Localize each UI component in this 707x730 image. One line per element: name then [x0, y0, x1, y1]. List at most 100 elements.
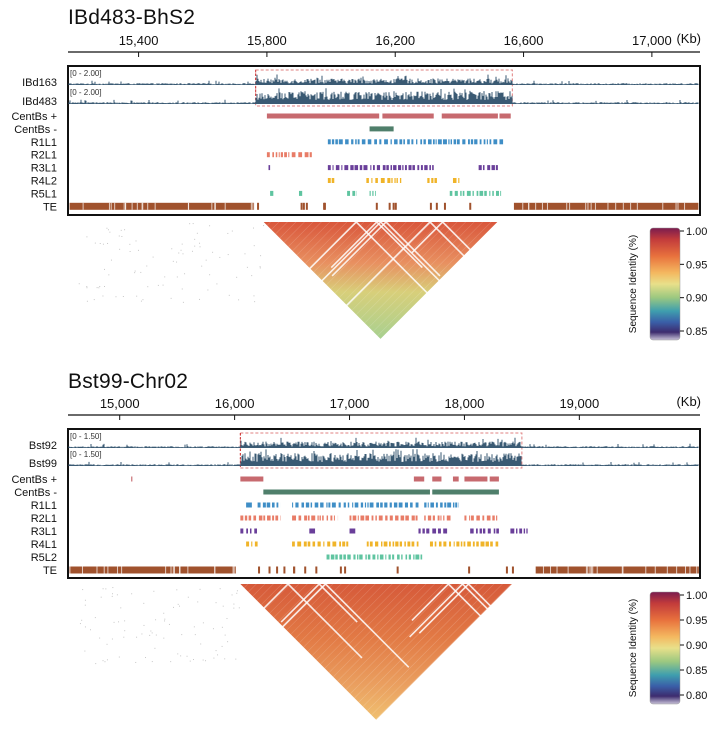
- heatmap-noise-dot: [111, 638, 113, 640]
- heatmap-noise-dot: [140, 300, 142, 302]
- heatmap-noise-dot: [238, 299, 240, 301]
- feature-segment: [367, 139, 372, 145]
- heatmap-noise-dot: [202, 659, 204, 661]
- feature-track-r3l1: [268, 165, 498, 171]
- feature-segment: [293, 566, 296, 574]
- heatmap-noise-dot: [194, 634, 196, 636]
- heatmap-noise-dot: [136, 636, 138, 638]
- feature-segment: [415, 502, 419, 508]
- feature-segment: [467, 139, 470, 145]
- heatmap-noise-dot: [115, 296, 117, 298]
- heatmap-noise-dot: [186, 655, 188, 657]
- heatmap-noise-dot: [142, 299, 144, 301]
- feature-segment: [471, 515, 474, 521]
- feature-segment: [464, 515, 467, 521]
- feature-segment: [364, 502, 367, 508]
- feature-segment: [253, 515, 257, 521]
- feature-segment: [330, 515, 333, 521]
- feature-segment: [513, 202, 699, 210]
- feature-track-label: R1L1: [31, 137, 57, 149]
- feature-segment: [378, 515, 383, 521]
- heatmap-noise-dot: [164, 620, 166, 622]
- feature-track-r1l1: [327, 139, 504, 145]
- colorbar-label: Sequence Identity (%): [628, 599, 639, 697]
- feature-segment: [385, 515, 388, 521]
- feature-segment: [392, 202, 395, 210]
- feature-gap: [108, 202, 110, 210]
- feature-segment: [417, 165, 420, 171]
- feature-segment: [393, 165, 397, 171]
- feature-gap: [622, 566, 624, 574]
- feature-segment: [449, 190, 453, 196]
- heatmap-noise-dot: [252, 227, 254, 229]
- feature-segment: [486, 139, 488, 145]
- heatmap-noise-dot: [176, 589, 178, 591]
- feature-segment: [489, 476, 499, 482]
- feature-segment: [327, 165, 331, 171]
- feature-gap: [69, 566, 71, 574]
- feature-segment: [370, 165, 372, 171]
- feature-segment: [403, 139, 405, 145]
- feature-segment: [476, 541, 479, 547]
- feature-segment: [350, 165, 354, 171]
- feature-gap: [566, 202, 568, 210]
- heatmap-noise-dot: [104, 661, 106, 663]
- feature-gap: [590, 566, 592, 574]
- feature-segment: [443, 528, 448, 534]
- feature-track-label: R2L1: [31, 513, 57, 525]
- heatmap-gap-line: [467, 583, 519, 634]
- feature-gap: [170, 566, 172, 574]
- feature-segment: [452, 502, 455, 508]
- feature-segment: [411, 541, 415, 547]
- feature-segment: [246, 528, 249, 534]
- feature-segment: [335, 139, 338, 145]
- feature-track-r2l1: [266, 152, 312, 158]
- feature-gap: [585, 202, 587, 210]
- feature-segment: [278, 152, 280, 158]
- feature-segment: [307, 515, 310, 521]
- heatmap-noise-dot: [99, 243, 101, 245]
- heatmap-noise-dot: [102, 660, 104, 662]
- feature-segment: [344, 165, 349, 171]
- feature-segment: [375, 515, 377, 521]
- colorbar-tick-label: 1.00: [686, 590, 707, 602]
- heatmap-noise-dot: [164, 276, 166, 278]
- feature-gap: [232, 566, 234, 574]
- coverage-signal: [68, 437, 699, 448]
- heatmap-noise-dot: [94, 242, 96, 244]
- heatmap-gap-line: [411, 583, 450, 622]
- feature-segment: [298, 190, 303, 196]
- feature-segment: [369, 541, 373, 547]
- colorbar-tick-label: 0.90: [686, 293, 707, 305]
- heatmap-noise-dot: [135, 661, 137, 663]
- heatmap-noise-dot: [120, 607, 122, 609]
- heatmap-noise-dot: [236, 590, 238, 592]
- feature-segment: [408, 165, 412, 171]
- heatmap-noise-dot: [112, 587, 114, 589]
- heatmap-noise-dot: [259, 267, 261, 269]
- feature-track-label: CentBs +: [11, 474, 57, 486]
- heatmap-noise-dot: [81, 619, 83, 621]
- heatmap-noise-dot: [129, 243, 131, 245]
- feature-segment: [424, 515, 426, 521]
- panel1-tracks: IBd163 [0 - 2.00] IBd483 [0 - 2.00] CentBs +…: [11, 65, 701, 216]
- feature-segment: [304, 515, 308, 521]
- feature-segment: [455, 502, 458, 508]
- feature-segment: [496, 528, 499, 534]
- feature-segment: [300, 202, 303, 210]
- feature-segment: [258, 515, 263, 521]
- feature-segment: [249, 528, 252, 534]
- heatmap-noise-dot: [224, 634, 226, 636]
- coverage-track-label: IBd163: [22, 77, 57, 89]
- feature-segment: [410, 502, 413, 508]
- feature-segment: [491, 165, 495, 171]
- feature-segment: [360, 515, 365, 521]
- heatmap-noise-dot: [147, 286, 149, 288]
- heatmap-noise-dot: [112, 593, 114, 595]
- heatmap-noise-dot: [187, 596, 189, 598]
- feature-segment: [302, 202, 305, 210]
- feature-segment: [404, 541, 406, 547]
- heatmap-noise-dot: [219, 256, 221, 258]
- feature-gap: [121, 566, 123, 574]
- feature-track-centbs-: [266, 113, 511, 119]
